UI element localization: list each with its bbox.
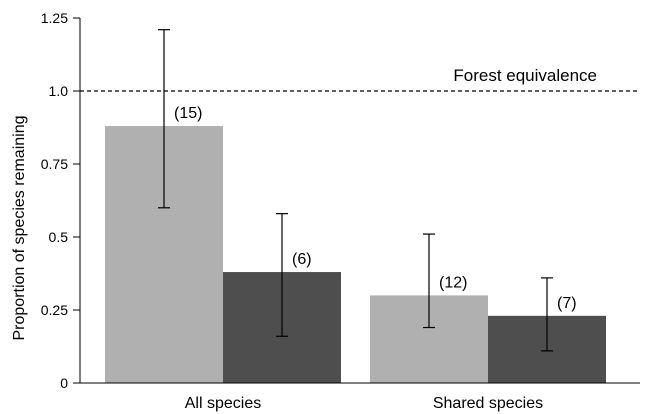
sample-size-label: (15)	[174, 105, 202, 122]
sample-size-labels: (15) (6) (12) (7)	[174, 105, 577, 312]
reference-line-label: Forest equivalence	[453, 66, 597, 85]
x-category-labels: All species Shared species	[185, 395, 543, 412]
y-tick-label: 1.25	[41, 10, 68, 26]
bars-layer	[105, 126, 606, 383]
y-tick-label: 0.25	[41, 302, 68, 318]
y-tick-label: 0	[60, 375, 68, 391]
x-category-label: Shared species	[433, 395, 543, 412]
y-ticks: 0 0.25 0.5 0.75 1.0 1.25	[41, 10, 80, 391]
sample-size-label: (6)	[292, 251, 312, 268]
sample-size-label: (7)	[557, 295, 577, 312]
y-tick-label: 0.75	[41, 156, 68, 172]
y-tick-label: 0.5	[49, 229, 69, 245]
axes-layer	[79, 18, 640, 384]
error-bars-layer	[158, 29, 553, 352]
reference-line-group: Forest equivalence	[80, 66, 640, 92]
y-tick-label: 1.0	[49, 83, 69, 99]
x-category-label: All species	[185, 395, 261, 412]
y-axis-title: Proportion of species remaining	[11, 115, 28, 340]
sample-size-label: (12)	[439, 274, 467, 291]
